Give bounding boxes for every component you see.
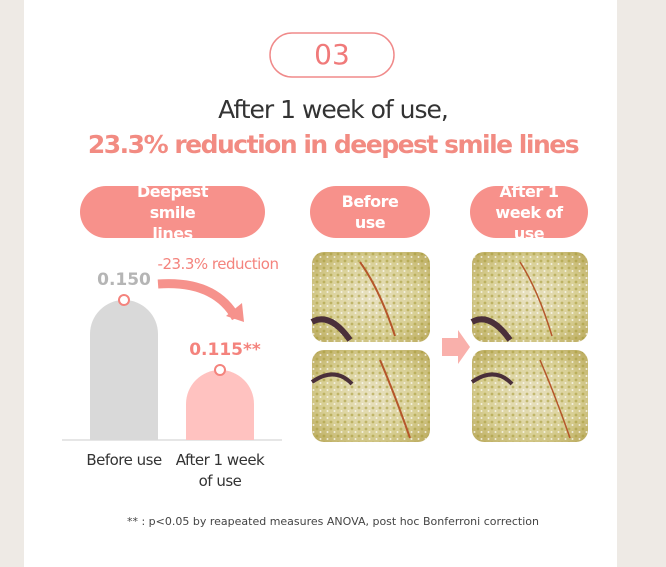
bar xyxy=(90,300,158,440)
reduction-arrow xyxy=(157,279,240,321)
bar-top-dot xyxy=(214,364,226,376)
x-tick-label: After 1 week of use xyxy=(175,451,265,490)
bar-top-dot xyxy=(118,294,130,306)
photos xyxy=(310,252,588,442)
headline-line2: 23.3% reduction in deepest smile lines xyxy=(87,130,580,159)
footnote: ** : p<0.05 by reapeated measures ANOVA,… xyxy=(126,515,539,528)
annotation: -23.3% reduction xyxy=(157,255,279,273)
value-label: 0.150 xyxy=(97,270,151,290)
headline-line1: After 1 week of use, xyxy=(218,95,449,124)
bar xyxy=(186,370,254,440)
value-label: 0.115** xyxy=(189,340,261,360)
step-number: 03 xyxy=(314,38,350,71)
before-label: Before use xyxy=(310,186,430,238)
step-badge xyxy=(269,32,395,78)
chart-title: Deepest smile lines xyxy=(80,182,265,243)
after-label: After 1 week of use xyxy=(470,182,588,243)
x-tick-label: Before use xyxy=(86,451,162,469)
reduction-arrowhead xyxy=(226,303,244,322)
